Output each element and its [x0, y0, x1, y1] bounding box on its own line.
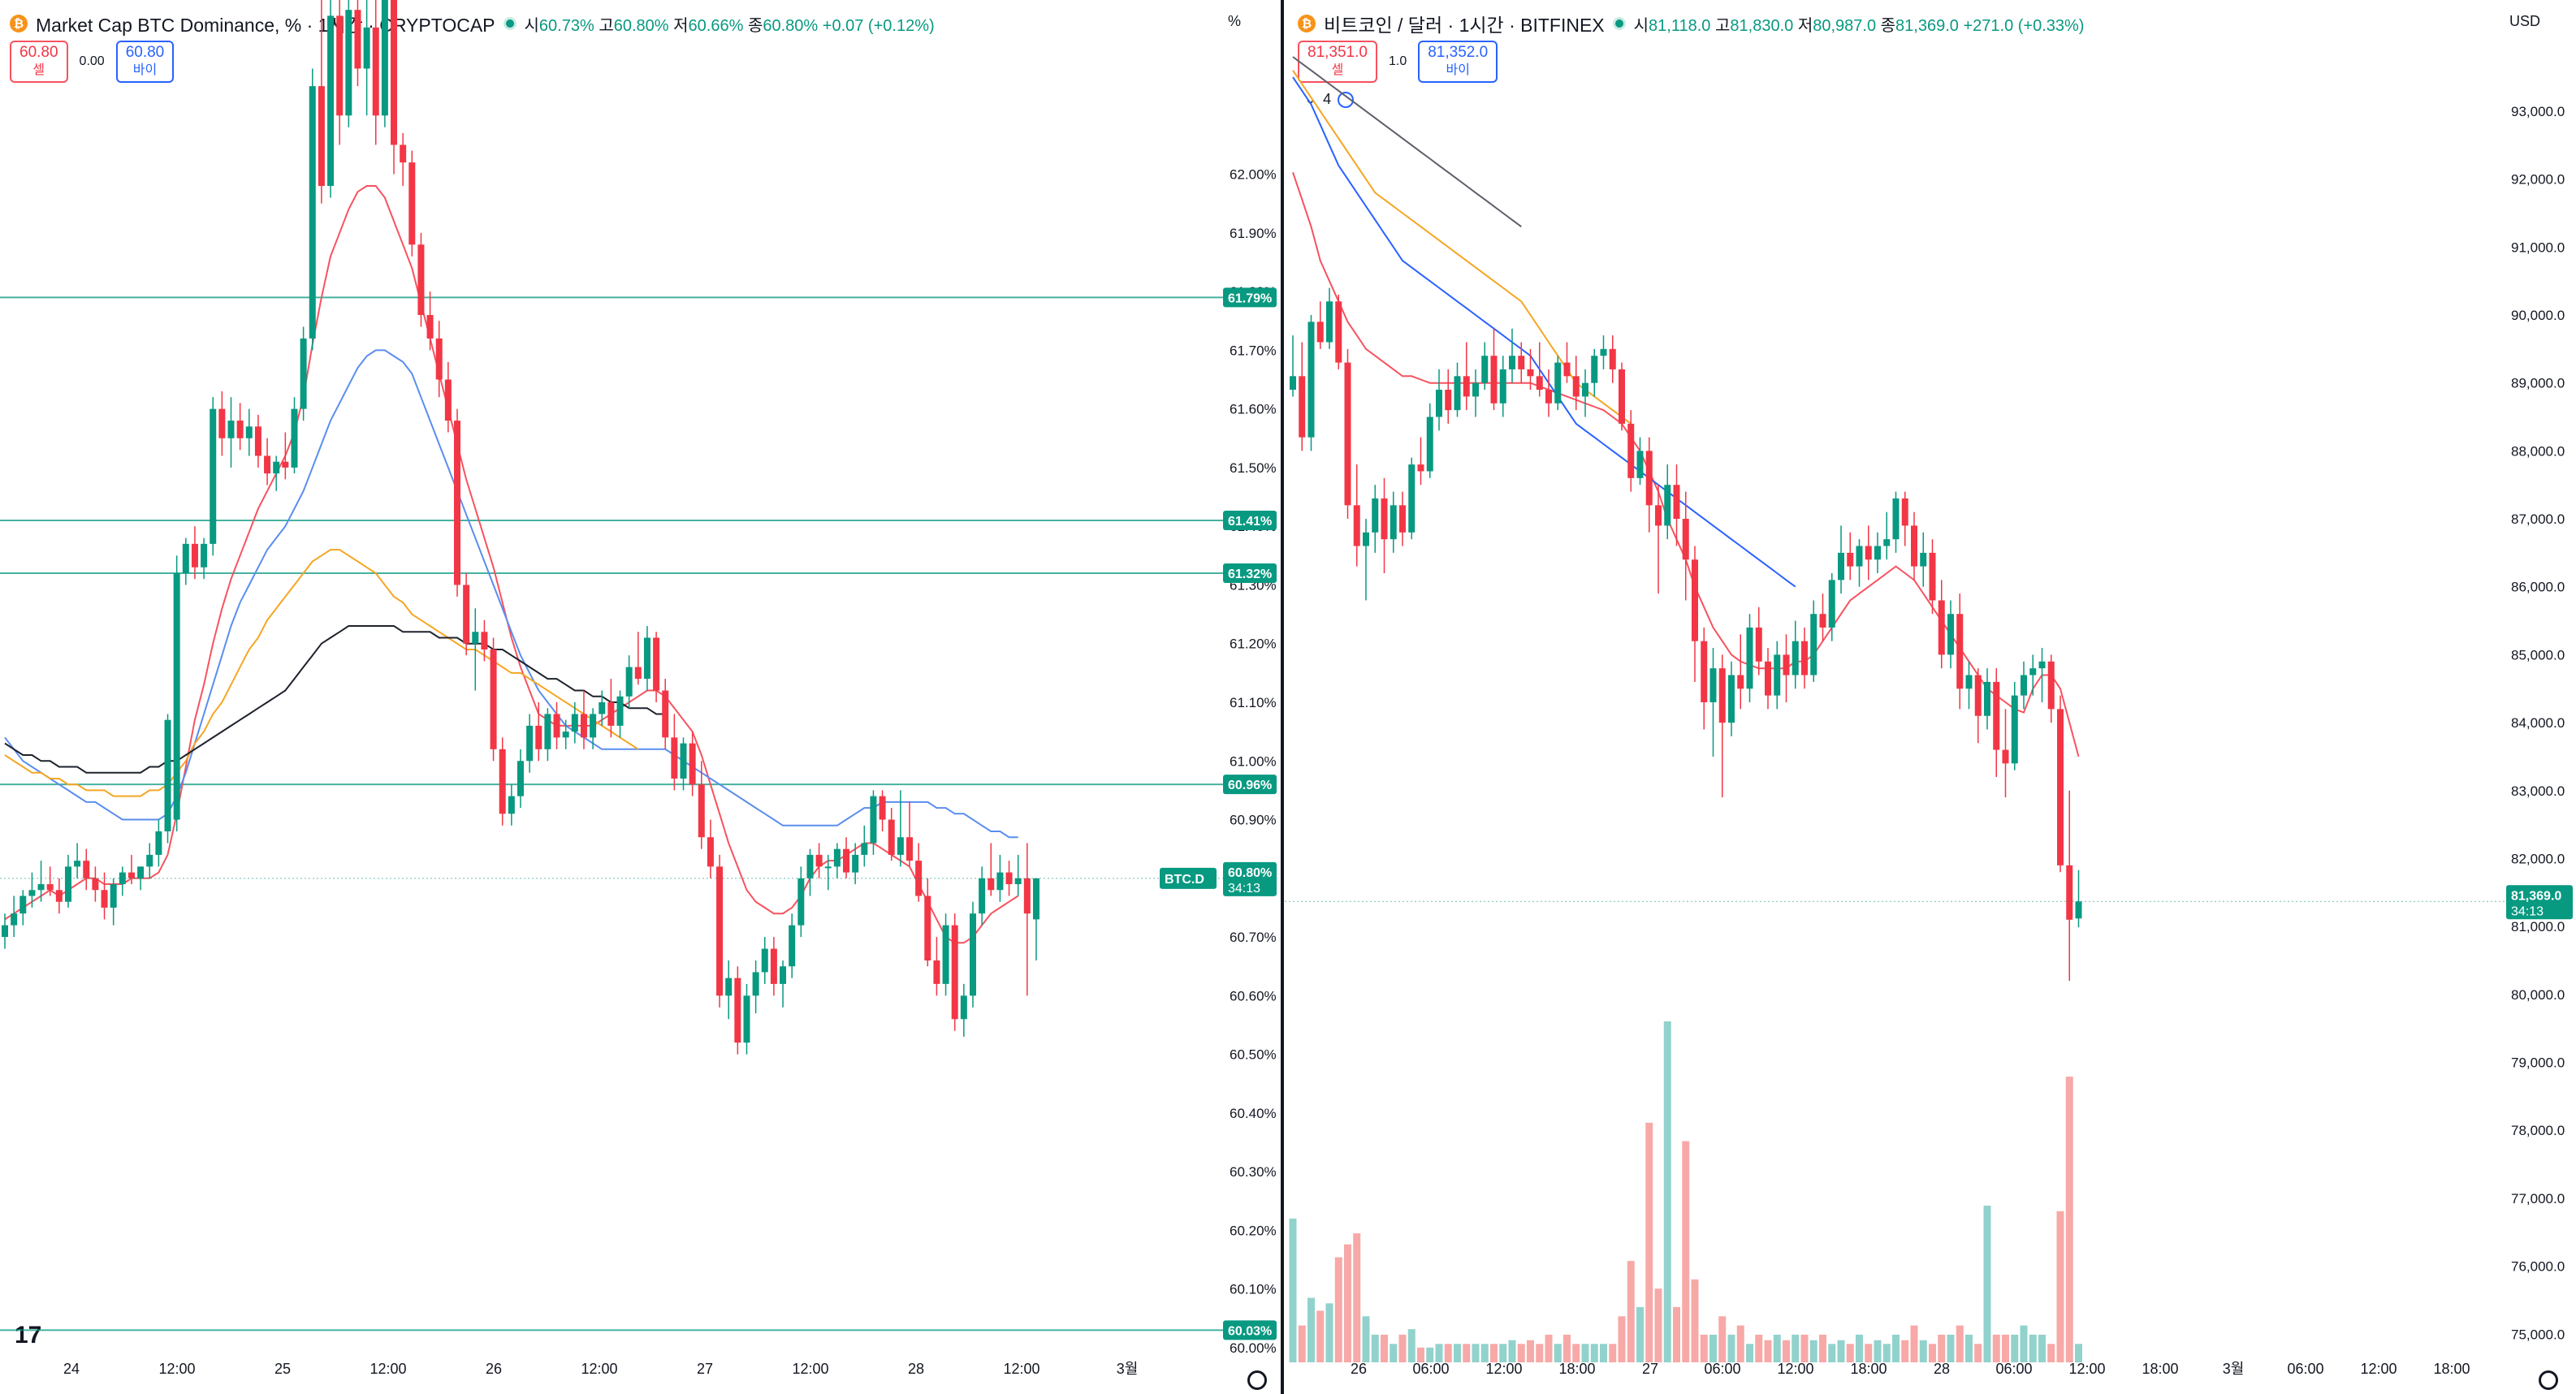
- chevron-down-icon: ⌄: [1304, 91, 1317, 107]
- right-buy-button[interactable]: 81,352.0 바이: [1418, 41, 1498, 83]
- right-unit-label: USD: [2509, 13, 2541, 29]
- tradingview-logo: 17: [15, 1322, 42, 1349]
- settings-icon[interactable]: [1247, 1370, 1267, 1390]
- bitcoin-icon: ₿: [1298, 15, 1316, 32]
- left-trade-buttons: 60.80 셀 0.00 60.80 바이: [10, 41, 175, 83]
- pane-divider[interactable]: [1281, 0, 1284, 1394]
- market-status-icon: [1612, 17, 1626, 30]
- left-sell-button[interactable]: 60.80 셀: [10, 41, 68, 83]
- left-spread: 0.00: [79, 54, 105, 68]
- indicator-count: 4: [1323, 91, 1332, 107]
- left-buy-button[interactable]: 60.80 바이: [115, 41, 175, 83]
- right-symbol-title[interactable]: 비트코인 / 달러 · 1시간 · BITFINEX: [1324, 15, 1605, 36]
- eye-icon[interactable]: [1338, 91, 1355, 108]
- settings-icon[interactable]: [2539, 1370, 2558, 1390]
- market-status-icon: [503, 17, 516, 30]
- right-legend: ₿ 비트코인 / 달러 · 1시간 · BITFINEX 시81,118.0 고…: [1298, 10, 2084, 37]
- right-sell-button[interactable]: 81,351.0 셀: [1298, 41, 1377, 83]
- left-unit-label: %: [1228, 13, 1242, 29]
- right-spread: 1.0: [1388, 54, 1407, 68]
- left-symbol-title[interactable]: Market Cap BTC Dominance, % · 1시간 · CRYP…: [36, 15, 495, 36]
- left-ohlc: 시60.73% 고60.80% 저60.66% 종60.80% +0.07 (+…: [524, 16, 935, 35]
- indicator-toggle[interactable]: ⌄ 4: [1304, 91, 1355, 108]
- left-legend: ₿ Market Cap BTC Dominance, % · 1시간 · CR…: [10, 10, 935, 37]
- right-trade-buttons: 81,351.0 셀 1.0 81,352.0 바이: [1298, 41, 1498, 83]
- right-ohlc: 시81,118.0 고81,830.0 저80,987.0 종81,369.0 …: [1633, 16, 2085, 35]
- bitcoin-icon: ₿: [10, 15, 28, 32]
